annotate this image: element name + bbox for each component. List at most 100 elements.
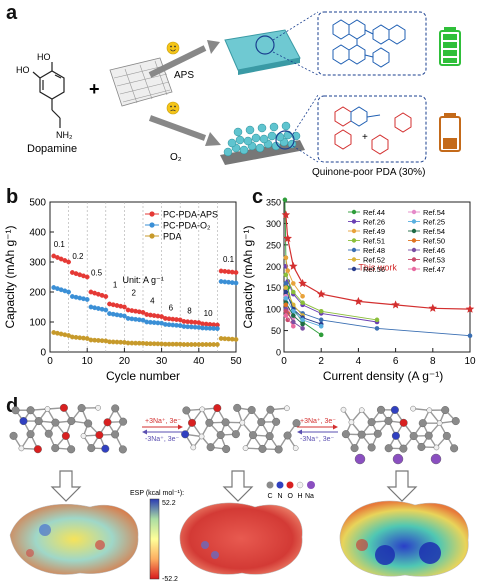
- chart-b-rate-label-1: 0.2: [72, 252, 84, 261]
- mol3-atom-3: [390, 405, 399, 414]
- panel-a-graphic: HO HO NH₂ Dopamine + APS O₂: [16, 11, 461, 178]
- chart-c-point-14-1: [291, 323, 296, 329]
- chart-c-legend-marker-6: [351, 266, 357, 272]
- mol3-atom-28: [354, 453, 366, 465]
- chart-c-point-1-0: [282, 197, 288, 203]
- mol1-atom-17: [61, 431, 70, 440]
- chart-c-point-9-3: [318, 323, 324, 329]
- esp-surface-2: [179, 502, 303, 575]
- mol2-atom-24: [242, 445, 249, 451]
- chart-c-legend-label-3: Ref.51: [363, 237, 385, 246]
- mol3-atom-30: [430, 453, 442, 465]
- chart-b-point-1-19: [122, 313, 127, 319]
- chart-b-ytick-label-5: 500: [29, 198, 46, 209]
- chart-c-point-0-6: [391, 300, 400, 309]
- chart-b-unit-note: Unit: A g⁻¹: [123, 275, 164, 285]
- mol1-atom-4: [77, 404, 86, 413]
- chart-c-point-9-2: [300, 317, 305, 323]
- mol2-atom-27: [292, 445, 299, 451]
- mol1-atom-18: [80, 433, 87, 439]
- chart-c-legend-marker-0: [351, 209, 357, 215]
- chart-c-xlabel: Current density (A g⁻¹): [323, 369, 443, 383]
- chart-c-point-0-2: [289, 261, 298, 270]
- mol2-atom-7: [188, 418, 197, 427]
- chart-c-point-11-0: [283, 302, 289, 308]
- mol2-atom-20: [283, 431, 292, 440]
- chart-c-line-9: [285, 298, 322, 327]
- chart-c-point-0-7: [428, 303, 438, 312]
- chart-c-xtick-label-0: 0: [281, 356, 287, 367]
- mol2-atom-10: [239, 419, 246, 426]
- chart-b-legend-marker-1: [149, 222, 155, 228]
- mol3-atom-9: [384, 416, 393, 425]
- down-arrows: [50, 470, 418, 502]
- mol3-atom-29: [392, 453, 404, 465]
- mol1-atom-10: [67, 417, 76, 426]
- mol1-atom-14: [9, 431, 18, 440]
- neutral-face-icon: [166, 101, 180, 115]
- mol1-atom-20: [111, 430, 120, 439]
- chart-b-rate-label-5: 4: [150, 296, 155, 305]
- chart-c-this-work-label: This work: [358, 263, 397, 273]
- chart-c-point-4-2: [300, 300, 305, 306]
- mol3-atom-11: [418, 419, 427, 428]
- chart-c-ytick-label-1: 50: [271, 326, 281, 336]
- chart-b-xtick-label-3: 30: [156, 356, 168, 367]
- chart-c-point-3-2: [291, 281, 296, 286]
- esp-min: -52.2: [162, 576, 178, 583]
- chart-c-point-4-1: [291, 289, 296, 295]
- sodiation-label-1: +3Na⁺, 3e⁻: [145, 418, 181, 425]
- atom-legend-c: C: [268, 493, 273, 500]
- chart-c-point-14-0: [283, 313, 289, 318]
- happy-face-icon: [166, 41, 180, 55]
- mol2-atom-11: [257, 418, 266, 427]
- mol1-atom-9: [51, 418, 60, 427]
- chart-c-point-3-0: [283, 255, 289, 261]
- chart-c-legend-label-0: Ref.44: [363, 208, 385, 217]
- mol2-atom-8: [205, 418, 214, 427]
- chart-c-legend-marker-12: [411, 257, 417, 262]
- dopamine-structure: [32, 62, 65, 128]
- panel-c-letter: c: [252, 186, 264, 208]
- chart-b-point-1-44: [214, 326, 220, 332]
- chart-c-point-0-1: [283, 233, 292, 243]
- chart-b-rate-label-7: 8: [187, 307, 192, 316]
- chart-c-line-4: [285, 274, 378, 321]
- mol3-atom-22: [367, 443, 376, 452]
- mol2-atom-23: [222, 445, 231, 454]
- mol1-atom-16: [44, 429, 53, 438]
- mol3-atom-16: [373, 429, 382, 438]
- mol3-atom-14: [341, 430, 350, 439]
- chart-c-legend-marker-5: [351, 257, 357, 262]
- mol2-atom-9: [221, 418, 230, 427]
- chart-c-legend-label-10: Ref.50: [423, 237, 445, 246]
- aps-label: APS: [174, 70, 194, 81]
- sodiation-label-2: +3Na⁺, 3e⁻: [300, 418, 336, 425]
- mol3-atom-4: [410, 405, 416, 412]
- battery-low-icon: [439, 113, 461, 152]
- chart-c-xtick-label-2: 4: [356, 356, 362, 367]
- pda-polymer-structure-top: [332, 19, 406, 68]
- chart-c-legend-marker-7: [411, 209, 417, 215]
- mol3-atom-27: [450, 444, 459, 453]
- chart-c-legend-marker-10: [411, 238, 417, 243]
- mol3-atom-19: [424, 431, 433, 440]
- chart-c-legend-marker-11: [411, 247, 417, 253]
- chart-c-point-13-0: [283, 308, 289, 314]
- chart-b-ytick-label-3: 300: [29, 258, 46, 269]
- structure-plus-sign: +: [362, 132, 368, 143]
- chart-c-ytick-label-7: 350: [266, 198, 281, 208]
- chart-c-legend-label-1: Ref.26: [363, 218, 385, 227]
- dopamine-label: Dopamine: [27, 143, 77, 155]
- chart-b-point-0-49: [233, 270, 239, 275]
- plus-sign: +: [89, 79, 100, 99]
- chart-b-point-1-14: [103, 307, 109, 313]
- chart-b-point-0-24: [140, 310, 146, 315]
- mol2-atom-19: [265, 432, 274, 441]
- chart-b-xtick-label-1: 10: [82, 356, 94, 367]
- chart-c-ytick-label-2: 100: [266, 305, 281, 315]
- chart-b-point-1-49: [233, 280, 239, 286]
- mol1-atom-26: [101, 444, 110, 453]
